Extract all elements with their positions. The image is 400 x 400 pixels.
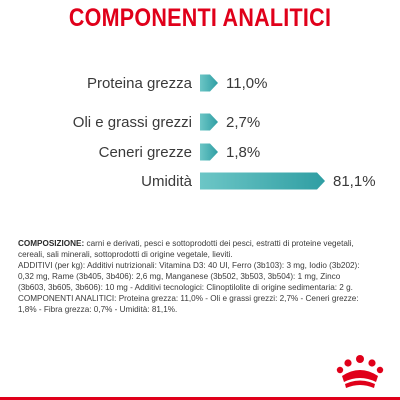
- value-label: 1,8%: [226, 144, 260, 161]
- category-label: Proteina grezza: [87, 75, 193, 92]
- royal-canin-crown-logo-icon: [336, 355, 384, 388]
- analytical-paragraph: COMPONENTI ANALITICI: Proteina grezza: 1…: [18, 293, 370, 315]
- category-label: Oli e grassi grezzi: [73, 114, 192, 131]
- analytical-label: COMPONENTI ANALITICI:: [18, 293, 117, 303]
- additives-label: ADDITIVI: [18, 260, 53, 270]
- bar: [200, 143, 218, 161]
- composition-paragraph: COMPOSIZIONE: carni e derivati, pesci e …: [18, 238, 370, 260]
- additives-paragraph: ADDITIVI (per kg): Additivi nutrizionali…: [18, 260, 370, 293]
- bottom-accent-strip: [0, 397, 400, 400]
- value-label: 2,7%: [226, 114, 260, 131]
- bar: [200, 172, 325, 190]
- value-label: 11,0%: [226, 75, 267, 92]
- additives-text: (per kg): Additivi nutrizionali: Vitamin…: [18, 260, 360, 292]
- analytical-text: Proteina grezza: 11,0% - Oli e grassi gr…: [18, 293, 359, 314]
- bar: [200, 113, 218, 131]
- analytical-components-chart: Proteina grezza 11,0% Oli e grassi grezzi 2…: [73, 74, 376, 190]
- composition-block: COMPOSIZIONE: carni e derivati, pesci e …: [18, 238, 370, 315]
- page-title: COMPONENTI ANALITICI: [68, 4, 332, 32]
- bar: [200, 74, 218, 92]
- composition-label: COMPOSIZIONE:: [18, 238, 85, 248]
- category-label: Umidità: [141, 173, 193, 190]
- value-label: 81,1%: [333, 173, 376, 190]
- composition-text: carni e derivati, pesci e sottoprodotti …: [18, 238, 354, 259]
- category-label: Ceneri grezze: [99, 144, 192, 161]
